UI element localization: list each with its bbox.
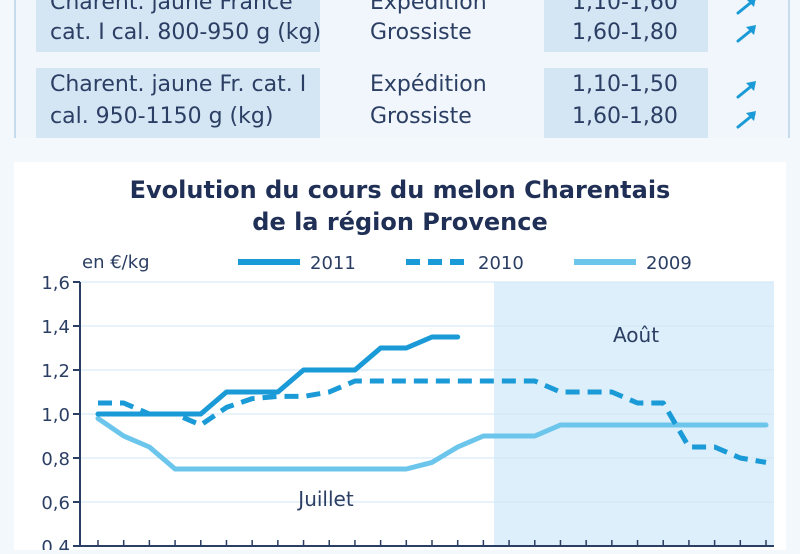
row1-stage-expedition: Expédition	[370, 0, 487, 15]
chart-title-line1: Evolution du cours du melon Charentais	[130, 176, 671, 204]
legend-label-2011: 2011	[310, 253, 356, 274]
y-tick-label: 1,0	[41, 405, 70, 426]
row1-price-grossiste: 1,60-1,80	[572, 20, 678, 45]
row1-price-expedition: 1,10-1,60	[572, 0, 678, 15]
chart-title-line2: de la région Provence	[252, 208, 547, 236]
row1-product-line1: Charent. jaune France	[50, 0, 293, 15]
row2-product-line1: Charent. jaune Fr. cat. I	[50, 72, 307, 97]
product-cell	[36, 0, 320, 52]
y-tick-label: 1,6	[41, 273, 70, 294]
price-cell	[544, 0, 708, 52]
y-tick-label: 1,4	[41, 317, 70, 338]
row2-stage-grossiste: Grossiste	[370, 104, 472, 129]
annotation-juillet: Juillet	[296, 487, 354, 511]
row2-product-line2: cal. 950-1150 g (kg)	[50, 104, 274, 129]
y-tick-label: 0,8	[41, 449, 70, 470]
legend: 2011 2010 2009	[238, 253, 692, 274]
price-table: Charent. jaune France cat. I cal. 800-95…	[14, 0, 790, 138]
arrow-up-right-icon	[736, 25, 756, 43]
arrow-up-right-icon	[736, 81, 756, 99]
series-line-2009	[95, 415, 769, 472]
y-tick-label: 0,6	[41, 493, 70, 514]
series-line-2010	[98, 378, 767, 465]
plot-area: 1,6 1,4 1,2 1,0 0,8 0,6 0,4 Juillet Août	[41, 273, 774, 554]
y-axis-label: en €/kg	[82, 252, 150, 273]
row1-stage-grossiste: Grossiste	[370, 20, 472, 45]
legend-label-2010: 2010	[478, 253, 524, 274]
product-cell	[36, 68, 320, 138]
arrow-up-right-icon	[736, 0, 756, 15]
price-chart: Evolution du cours du melon Charentais d…	[41, 176, 774, 554]
row1-product-line2: cat. I cal. 800-950 g (kg)	[50, 20, 322, 45]
price-cell	[544, 68, 708, 138]
row2-stage-expedition: Expédition	[370, 72, 487, 97]
row2-price-grossiste: 1,60-1,80	[572, 104, 678, 129]
y-tick-label: 0,4	[41, 537, 70, 550]
arrow-up-right-icon	[736, 111, 756, 129]
y-tick-label: 1,2	[41, 361, 70, 382]
row2-price-expedition: 1,10-1,50	[572, 72, 678, 97]
annotation-aout: Août	[613, 323, 659, 347]
series-line-2011	[95, 334, 461, 417]
chart-panel: Evolution du cours du melon Charentais d…	[14, 162, 786, 554]
legend-label-2009: 2009	[646, 253, 692, 274]
